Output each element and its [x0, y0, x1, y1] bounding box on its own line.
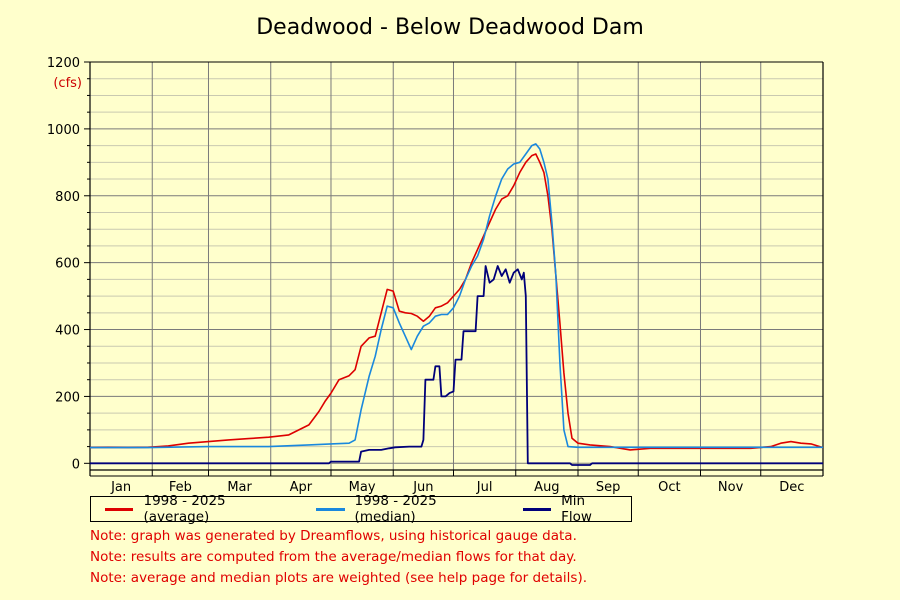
- x-tick-label: Mar: [227, 480, 252, 495]
- legend-item-median: 1998 - 2025 (median): [316, 493, 495, 525]
- x-tick-label: Jan: [110, 480, 131, 495]
- x-tick-label: Dec: [779, 480, 804, 495]
- y-tick-label: 600: [55, 257, 80, 272]
- legend-label-median: 1998 - 2025 (median): [354, 493, 437, 525]
- y-tick-label: 1200: [47, 56, 80, 71]
- legend-item-average: 1998 - 2025 (average): [105, 493, 288, 525]
- series-line-median: [90, 143, 823, 449]
- y-unit-label: (cfs): [53, 76, 82, 91]
- x-tick-label: Apr: [290, 480, 313, 495]
- x-tick-label: Feb: [169, 480, 192, 495]
- series-line-average: [89, 153, 824, 451]
- y-tick-label: 1000: [47, 123, 80, 138]
- chart-area: Deadwood - Below Deadwood Dam 0 200 400 600 8…: [47, 15, 824, 495]
- legend-swatch-min-flow: [522, 507, 552, 511]
- x-tick-label: Nov: [718, 480, 744, 495]
- note-line: Note: results are computed from the aver…: [90, 549, 577, 565]
- chart-legend: 1998 - 2025 (average) 1998 - 2025 (media…: [90, 493, 632, 525]
- legend-item-min-flow: Min Flow: [522, 493, 617, 525]
- x-tick-label: Aug: [534, 480, 559, 495]
- y-tick-label: 800: [55, 190, 80, 205]
- legend-label-min-flow: Min Flow: [561, 493, 592, 525]
- chart-title: Deadwood - Below Deadwood Dam: [256, 15, 644, 40]
- x-tick-label: May: [349, 480, 376, 495]
- x-tick-label: Jun: [412, 480, 433, 495]
- y-tick-label: 400: [55, 324, 80, 339]
- notes: Note: graph was generated by Dreamflows,…: [90, 526, 587, 589]
- note-line: Note: average and median plots are weigh…: [90, 570, 588, 586]
- x-tick-label: Sep: [596, 480, 621, 495]
- legend-label-average: 1998 - 2025 (average): [143, 493, 226, 525]
- series-line-min-flow: [90, 265, 823, 466]
- x-tick-label: Oct: [658, 480, 680, 495]
- y-tick-label: 0: [72, 457, 80, 472]
- y-tick-label: 200: [55, 390, 80, 405]
- note-line: Note: graph was generated by Dreamflows,…: [90, 528, 577, 544]
- legend-swatch-average: [105, 507, 134, 511]
- x-tick-label: Jul: [476, 480, 493, 495]
- legend-swatch-median: [316, 507, 345, 511]
